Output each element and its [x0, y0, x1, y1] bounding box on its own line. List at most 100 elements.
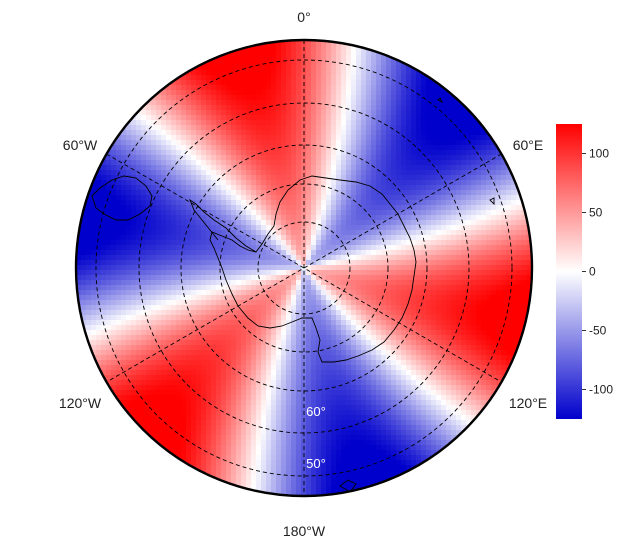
- field-cell: [96, 325, 102, 331]
- field-cell: [336, 45, 342, 51]
- field-cell: [256, 265, 262, 271]
- field-cell: [391, 125, 397, 131]
- field-cell: [276, 310, 282, 316]
- field-cell: [221, 320, 227, 326]
- field-cell: [421, 345, 427, 351]
- field-cell: [461, 145, 467, 151]
- field-cell: [426, 280, 432, 286]
- field-cell: [121, 205, 127, 211]
- field-cell: [196, 205, 202, 211]
- field-cell: [116, 295, 122, 301]
- field-cell: [131, 305, 137, 311]
- field-cell: [341, 260, 347, 266]
- field-cell: [351, 285, 357, 291]
- field-cell: [331, 265, 337, 271]
- field-cell: [126, 215, 132, 221]
- field-cell: [131, 285, 137, 291]
- field-cell: [366, 270, 372, 276]
- field-cell: [261, 145, 267, 151]
- field-cell: [186, 250, 192, 256]
- field-cell: [171, 245, 177, 251]
- field-cell: [126, 275, 132, 281]
- field-cell: [201, 210, 207, 216]
- field-cell: [316, 130, 322, 136]
- field-cell: [331, 280, 337, 286]
- field-cell: [91, 350, 97, 356]
- field-cell: [376, 290, 382, 296]
- field-cell: [131, 275, 137, 281]
- field-cell: [276, 305, 282, 311]
- field-cell: [191, 250, 197, 256]
- field-cell: [241, 275, 247, 281]
- field-cell: [271, 235, 277, 241]
- field-cell: [311, 155, 317, 161]
- field-cell: [356, 345, 362, 351]
- field-cell: [521, 285, 527, 291]
- field-cell: [376, 140, 382, 146]
- field-cell: [351, 270, 357, 276]
- field-cell: [136, 140, 142, 146]
- field-cell: [286, 260, 292, 266]
- field-cell: [306, 100, 312, 106]
- field-cell: [276, 70, 282, 76]
- field-cell: [286, 55, 292, 61]
- field-cell: [391, 50, 397, 56]
- field-cell: [211, 140, 217, 146]
- field-cell: [276, 335, 282, 341]
- field-cell: [231, 255, 237, 261]
- field-cell: [236, 85, 242, 91]
- field-cell: [436, 190, 442, 196]
- field-cell: [351, 60, 357, 66]
- field-cell: [346, 105, 352, 111]
- field-cell: [501, 215, 507, 221]
- field-cell: [166, 110, 172, 116]
- field-cell: [121, 155, 127, 161]
- field-cell: [91, 225, 97, 231]
- field-cell: [391, 350, 397, 356]
- field-cell: [401, 320, 407, 326]
- field-cell: [236, 250, 242, 256]
- field-cell: [331, 220, 337, 226]
- field-cell: [186, 220, 192, 226]
- field-cell: [341, 165, 347, 171]
- field-cell: [471, 155, 477, 161]
- field-cell: [471, 115, 477, 121]
- field-cell: [306, 110, 312, 116]
- field-cell: [271, 215, 277, 221]
- field-cell: [271, 175, 277, 181]
- field-cell: [371, 200, 377, 206]
- field-cell: [516, 240, 522, 246]
- field-cell: [481, 185, 487, 191]
- field-cell: [136, 350, 142, 356]
- field-cell: [76, 205, 82, 211]
- field-cell: [256, 115, 262, 121]
- field-cell: [451, 240, 457, 246]
- field-cell: [371, 190, 377, 196]
- field-cell: [501, 205, 507, 211]
- field-cell: [331, 345, 337, 351]
- field-cell: [236, 200, 242, 206]
- field-cell: [426, 110, 432, 116]
- field-cell: [291, 310, 297, 316]
- field-cell: [191, 310, 197, 316]
- field-cell: [491, 290, 497, 296]
- field-cell: [236, 275, 242, 281]
- field-cell: [261, 75, 267, 81]
- field-cell: [366, 110, 372, 116]
- field-cell: [461, 160, 467, 166]
- field-cell: [211, 180, 217, 186]
- field-cell: [376, 150, 382, 156]
- field-cell: [376, 100, 382, 106]
- field-cell: [311, 245, 317, 251]
- field-cell: [211, 65, 217, 71]
- field-cell: [276, 115, 282, 121]
- field-cell: [231, 350, 237, 356]
- field-cell: [106, 195, 112, 201]
- field-cell: [396, 340, 402, 346]
- field-cell: [186, 85, 192, 91]
- field-cell: [331, 185, 337, 191]
- field-cell: [416, 240, 422, 246]
- field-cell: [411, 110, 417, 116]
- field-cell: [476, 215, 482, 221]
- field-cell: [401, 175, 407, 181]
